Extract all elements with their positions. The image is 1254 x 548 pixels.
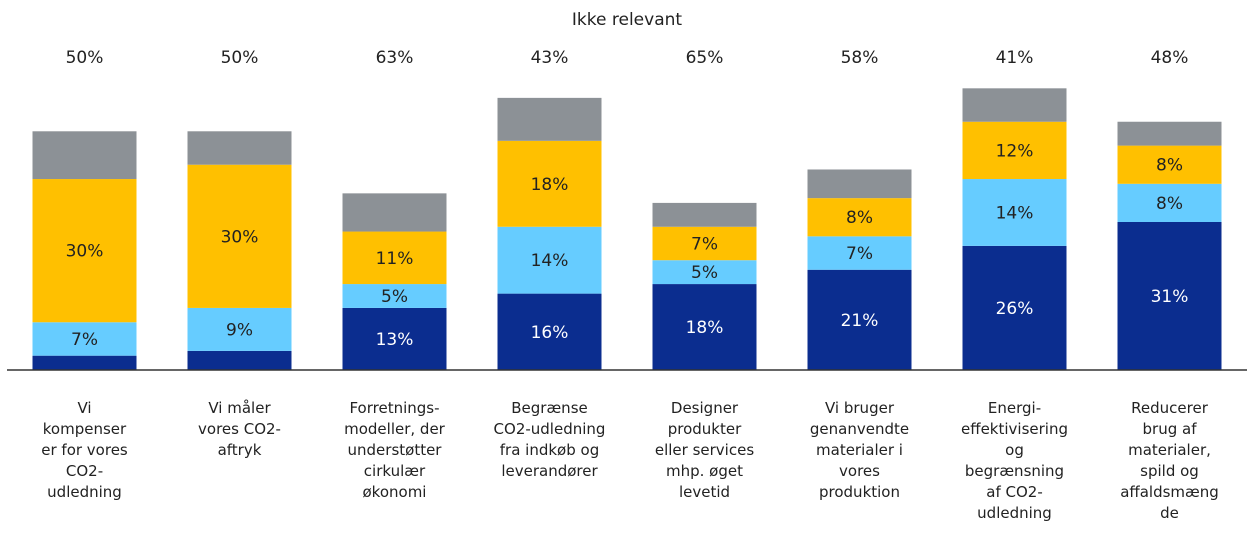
x-tick-label: Vi bruger genanvendte materialer i vores…: [809, 399, 910, 501]
top-value-label: 63%: [376, 48, 414, 68]
bar-segment: [807, 169, 912, 199]
x-tick-label: Reducerer brug af materialer, spild og a…: [1120, 399, 1219, 522]
bar-segment: [187, 350, 292, 370]
x-tick-label: Vi måler vores CO2- aftryk: [198, 399, 281, 459]
data-label: 8%: [846, 208, 873, 228]
bar-segment: [652, 284, 757, 370]
bar-segment: [497, 293, 602, 370]
bar-segment: [962, 179, 1067, 246]
data-label: 16%: [531, 323, 569, 343]
data-label: 18%: [686, 318, 724, 338]
bar-segment: [652, 260, 757, 285]
data-label: 30%: [66, 242, 104, 262]
bar-segment: [342, 231, 447, 285]
bar-segment: [32, 355, 137, 370]
bar-segment: [652, 202, 757, 227]
data-label: 18%: [531, 175, 569, 195]
data-label: 11%: [376, 249, 414, 269]
bar-segment: [807, 236, 912, 270]
top-value-label: 48%: [1151, 48, 1189, 68]
bar-segment: [497, 140, 602, 227]
bar-segment: [1117, 183, 1222, 222]
bar-segment: [32, 179, 137, 323]
bar-segment: [32, 322, 137, 356]
bar-segment: [32, 131, 137, 180]
data-label: 5%: [381, 287, 408, 307]
bar-segment: [807, 269, 912, 370]
bar-segment: [962, 121, 1067, 180]
data-label: 31%: [1151, 287, 1189, 307]
top-value-label: 50%: [66, 48, 104, 68]
data-label: 8%: [1156, 194, 1183, 214]
data-label: 13%: [376, 330, 414, 350]
top-value-label: 43%: [531, 48, 569, 68]
bar-segment: [962, 88, 1067, 122]
x-tick-label: Designer produkter eller services mhp. ø…: [654, 399, 755, 501]
bar-segment: [497, 226, 602, 294]
x-tick-label: Energi- effektivisering og begrænsning a…: [961, 399, 1068, 522]
data-label: 12%: [996, 141, 1034, 161]
bar-segment: [187, 164, 292, 308]
x-tick-label: Forretnings- modeller, der understøtter …: [344, 399, 445, 501]
bar-segment: [1117, 222, 1222, 370]
data-label: 21%: [841, 311, 879, 331]
top-value-label: 65%: [686, 48, 724, 68]
top-value-label: 41%: [996, 48, 1034, 68]
bar-segment: [497, 97, 602, 141]
data-label: 7%: [691, 234, 718, 254]
bar-segment: [187, 307, 292, 351]
bar-segment: [187, 131, 292, 165]
data-label: 14%: [996, 203, 1034, 223]
top-value-label: 58%: [841, 48, 879, 68]
bar-segment: [962, 245, 1067, 370]
bar-segment: [652, 226, 757, 261]
data-label: 8%: [1156, 156, 1183, 176]
bar-segment: [807, 198, 912, 237]
data-label: 26%: [996, 299, 1034, 319]
bar-segment: [342, 284, 447, 308]
bar-segment: [1117, 145, 1222, 184]
bar-segment: [342, 193, 447, 232]
bar-segment: [342, 307, 447, 370]
data-label: 7%: [846, 244, 873, 264]
x-tick-label: Begrænse CO2-udledning fra indkøb og lev…: [493, 399, 606, 480]
data-label: 14%: [531, 251, 569, 271]
data-label: 9%: [226, 320, 253, 340]
x-tick-label: Vi kompenser er for vores CO2- udledning: [41, 399, 128, 501]
data-label: 5%: [691, 263, 718, 283]
top-value-label: 50%: [221, 48, 259, 68]
top-series-name: Ikke relevant: [572, 10, 682, 30]
data-label: 7%: [71, 330, 98, 350]
data-label: 30%: [221, 227, 259, 247]
bar-segment: [1117, 121, 1222, 146]
